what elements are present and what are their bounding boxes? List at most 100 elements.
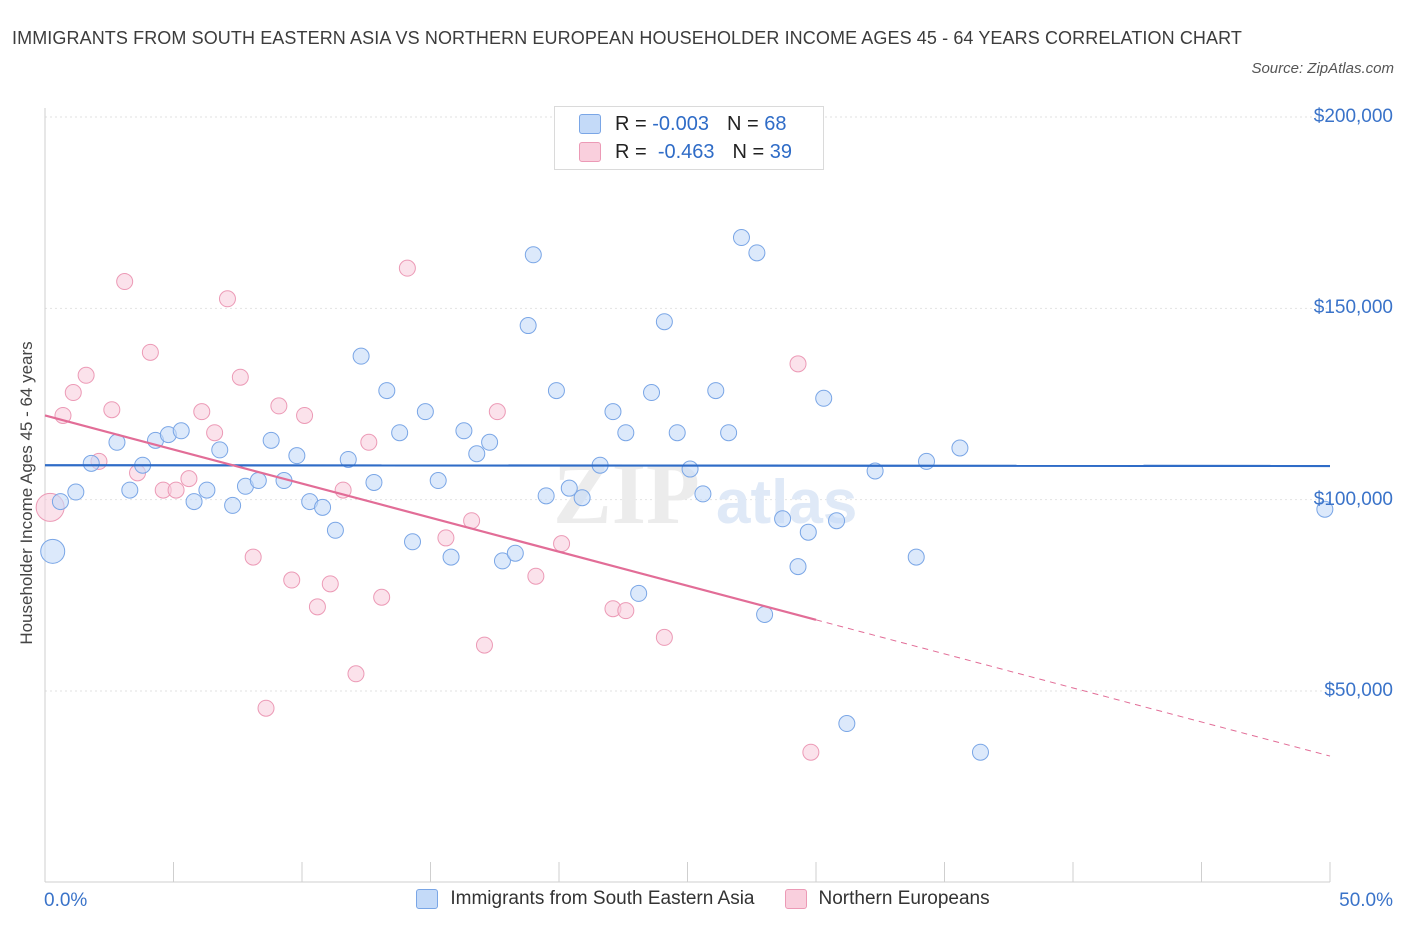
legend-item-sea[interactable]: Immigrants from South Eastern Asia bbox=[416, 888, 755, 910]
sea-point bbox=[352, 347, 370, 365]
ne-point bbox=[655, 628, 673, 646]
sea-point bbox=[198, 481, 216, 499]
sea-point bbox=[560, 479, 578, 497]
sea-point bbox=[547, 382, 565, 400]
ne-point bbox=[103, 401, 121, 419]
sea-point bbox=[971, 743, 989, 761]
sea-point bbox=[668, 424, 686, 442]
sea-point bbox=[655, 313, 673, 331]
sea-point bbox=[815, 389, 833, 407]
ne-point bbox=[347, 665, 365, 683]
ne-point bbox=[296, 406, 314, 424]
legend-r-value-pink: -0.463 bbox=[657, 140, 715, 163]
legend-label-ne: Northern Europeans bbox=[818, 888, 990, 909]
sea-point bbox=[630, 584, 648, 602]
y-tick-label: $200,000 bbox=[1313, 106, 1393, 127]
sea-point bbox=[748, 244, 766, 262]
sea-point bbox=[774, 510, 792, 528]
ne-point bbox=[321, 575, 339, 593]
sea-point bbox=[429, 472, 447, 490]
sea-point bbox=[314, 498, 332, 516]
chart-title: IMMIGRANTS FROM SOUTH EASTERN ASIA VS NO… bbox=[12, 28, 1242, 48]
ne-point bbox=[437, 529, 455, 547]
ne-point bbox=[116, 273, 134, 291]
ne-point bbox=[231, 368, 249, 386]
sea-point bbox=[756, 605, 774, 623]
sea-point bbox=[262, 431, 280, 449]
sea-point bbox=[288, 447, 306, 465]
legend-item-ne[interactable]: Northern Europeans bbox=[784, 888, 990, 910]
ne-point bbox=[283, 571, 301, 589]
gridlines bbox=[45, 116, 1330, 692]
sea-point bbox=[506, 544, 524, 562]
ne-point bbox=[789, 355, 807, 373]
x-tick-min: 0.0% bbox=[44, 890, 88, 911]
legend-r-value-blue: -0.003 bbox=[652, 112, 709, 135]
sea-point bbox=[799, 523, 817, 541]
sea-point bbox=[82, 454, 100, 472]
sea-point bbox=[1316, 500, 1334, 518]
legend-label-sea: Immigrants from South Eastern Asia bbox=[450, 888, 755, 909]
ne-point bbox=[553, 535, 571, 553]
sea-point bbox=[185, 493, 203, 511]
sea-immigrants-points bbox=[40, 229, 1334, 761]
ne-point bbox=[360, 433, 378, 451]
ne-point bbox=[193, 403, 211, 421]
sea-point bbox=[720, 424, 738, 442]
sea-point bbox=[643, 384, 661, 402]
ne-point bbox=[244, 548, 262, 566]
y-tick-label: $100,000 bbox=[1313, 488, 1393, 510]
northern-europeans-points bbox=[35, 259, 820, 761]
sea-point bbox=[707, 382, 725, 400]
ne-point bbox=[257, 699, 275, 717]
ne-point bbox=[527, 567, 545, 585]
legend-r-label: R = bbox=[615, 112, 647, 135]
legend-r-label: R = bbox=[615, 140, 647, 163]
ne-point bbox=[167, 481, 185, 499]
legend-swatch-blue bbox=[416, 889, 439, 909]
ne-point bbox=[488, 403, 506, 421]
sea-trend-line bbox=[44, 464, 1331, 468]
x-tick-max: 50.0% bbox=[1339, 890, 1393, 911]
sea-point bbox=[537, 487, 555, 505]
sea-point bbox=[732, 229, 750, 247]
ne-point bbox=[802, 743, 820, 761]
sea-point bbox=[951, 439, 969, 457]
ne-point bbox=[270, 397, 288, 415]
sea-point bbox=[828, 512, 846, 530]
sea-point bbox=[617, 424, 635, 442]
sea-point bbox=[51, 493, 69, 511]
ne-point bbox=[308, 598, 326, 616]
sea-point bbox=[694, 485, 712, 503]
series-legend: Immigrants from South Eastern Asia North… bbox=[0, 888, 1406, 910]
legend-n-value-blue: 68 bbox=[764, 112, 787, 135]
sea-point bbox=[493, 552, 511, 570]
sea-point bbox=[838, 715, 856, 733]
sea-point bbox=[404, 533, 422, 551]
sea-point bbox=[211, 441, 229, 459]
y-tick-label: $50,000 bbox=[1324, 680, 1393, 701]
sea-point bbox=[249, 472, 267, 490]
legend-n-value-pink: 39 bbox=[769, 140, 793, 163]
sea-point bbox=[442, 548, 460, 566]
ne-point bbox=[180, 470, 198, 488]
sea-point bbox=[391, 424, 409, 442]
sea-point bbox=[866, 462, 884, 480]
sea-point bbox=[681, 460, 699, 478]
legend-swatch-pink bbox=[784, 889, 807, 909]
trend-lines bbox=[44, 414, 1331, 757]
sea-point bbox=[573, 489, 591, 507]
sea-point bbox=[519, 317, 537, 335]
legend-swatch-pink bbox=[579, 142, 601, 162]
ne-point bbox=[398, 259, 416, 277]
ne-point bbox=[617, 602, 635, 620]
legend-n-label: N = bbox=[732, 140, 765, 163]
sea-point bbox=[604, 403, 622, 421]
sea-point bbox=[455, 422, 473, 440]
ne-trend-line-extrapolated bbox=[815, 619, 1331, 757]
sea-point bbox=[224, 496, 242, 514]
ne-point bbox=[218, 290, 236, 308]
sea-point bbox=[378, 382, 396, 400]
ne-point bbox=[64, 384, 82, 402]
